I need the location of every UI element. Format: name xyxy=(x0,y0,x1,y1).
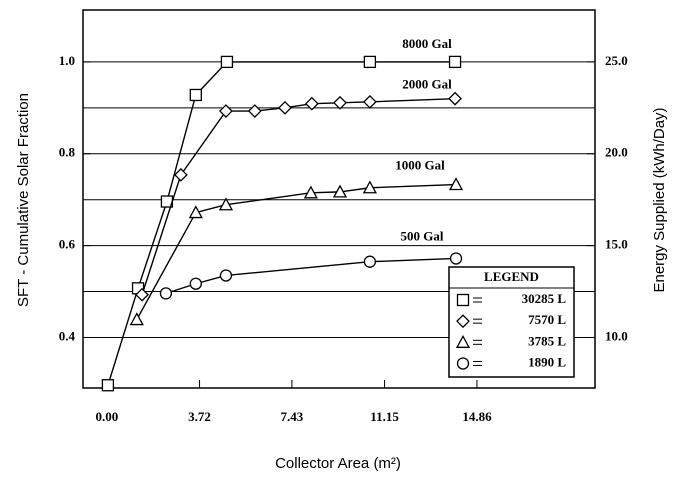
marker xyxy=(456,357,470,370)
x-tick-label: 14.86 xyxy=(462,409,492,424)
y2-axis-title: Energy Supplied (kWh/Day) xyxy=(651,107,668,292)
legend-title: LEGEND xyxy=(484,269,539,284)
y-tick-label: 0.6 xyxy=(59,237,76,252)
marker xyxy=(220,55,234,69)
y2-tick-label: 20.0 xyxy=(605,145,628,160)
marker xyxy=(456,293,470,307)
marker xyxy=(219,269,233,282)
marker xyxy=(333,95,347,110)
marker xyxy=(363,55,377,69)
marker xyxy=(456,314,470,329)
y-tick-label: 0.8 xyxy=(59,145,76,160)
series-label: 2000 Gal xyxy=(402,77,452,92)
marker xyxy=(189,88,202,102)
marker xyxy=(303,185,318,199)
marker xyxy=(219,104,233,118)
legend-label: 1890 L xyxy=(528,354,566,369)
marker xyxy=(247,104,262,118)
x-tick-label: 0.00 xyxy=(96,409,119,424)
series-line xyxy=(165,257,457,295)
marker xyxy=(135,287,149,302)
legend-label: 30285 L xyxy=(522,291,567,306)
marker xyxy=(362,180,377,194)
series-line xyxy=(141,97,456,295)
series-label: 1000 Gal xyxy=(395,158,445,173)
marker xyxy=(129,312,144,326)
x-tick-label: 11.15 xyxy=(370,409,399,424)
legend-box xyxy=(448,266,575,378)
series-line xyxy=(136,183,457,320)
y2-tick-label: 15.0 xyxy=(605,237,628,252)
marker xyxy=(188,205,203,219)
legend: LEGEND 30285 L 7570 L 3785 L 1890 L xyxy=(448,266,575,378)
marker xyxy=(449,252,463,265)
x-axis-title: Collector Area (m²) xyxy=(275,455,401,472)
marker xyxy=(278,100,292,115)
marker xyxy=(363,255,377,268)
marker xyxy=(173,167,188,182)
legend-label: 3785 L xyxy=(528,333,566,348)
marker xyxy=(159,287,173,300)
x-tick-label: 7.43 xyxy=(281,409,304,424)
y2-tick-label: 25.0 xyxy=(605,53,628,68)
marker xyxy=(448,91,462,106)
y2-tick-label: 10.0 xyxy=(605,328,628,343)
marker xyxy=(189,277,202,290)
series-label: 500 Gal xyxy=(401,228,444,243)
marker xyxy=(332,184,348,198)
x-tick-label: 3.72 xyxy=(188,409,211,424)
marker xyxy=(362,94,377,109)
marker xyxy=(101,379,115,392)
marker xyxy=(304,96,319,111)
legend-label: 7570 L xyxy=(528,312,566,327)
marker xyxy=(455,334,471,348)
marker xyxy=(448,177,464,191)
plot-frame xyxy=(82,9,596,389)
marker xyxy=(218,197,234,211)
y-axis-title: SFT - Cumulative Solar Fraction xyxy=(15,93,32,307)
y-tick-label: 0.4 xyxy=(59,328,76,343)
series-label: 8000 Gal xyxy=(402,36,452,51)
y-tick-label: 1.0 xyxy=(59,53,75,68)
marker xyxy=(448,55,462,69)
